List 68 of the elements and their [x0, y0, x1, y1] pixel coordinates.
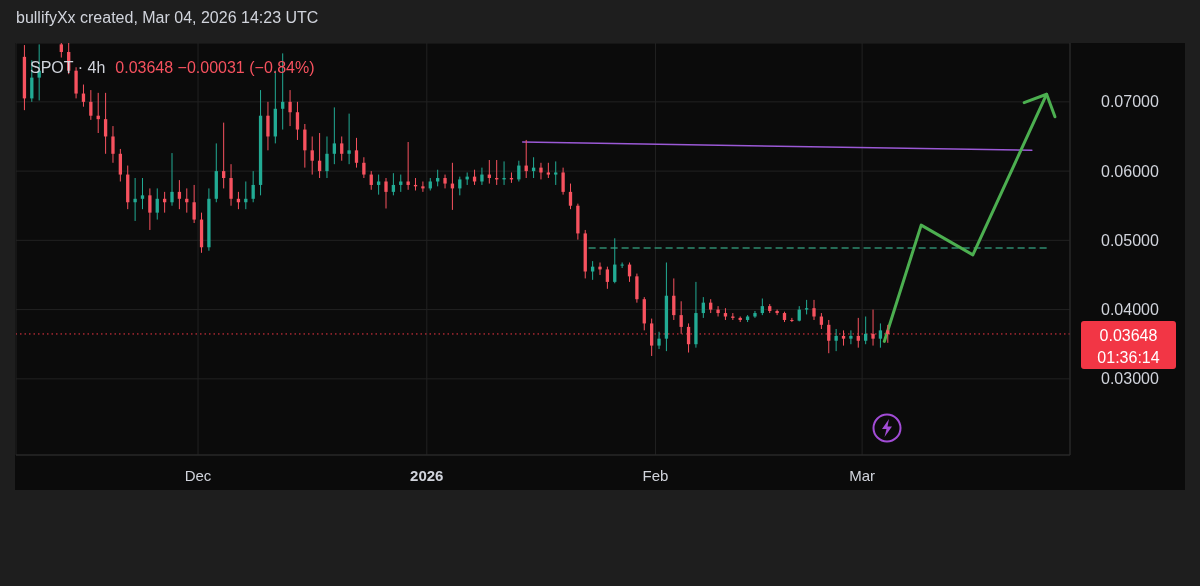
- candlestick: [391, 172, 396, 196]
- candlestick: [229, 163, 233, 207]
- x-tick-label: Mar: [849, 467, 876, 484]
- candlestick: [354, 137, 359, 169]
- candlestick: [406, 141, 410, 191]
- x-tick-label: Feb: [642, 467, 669, 484]
- y-tick-label: 0.05000: [1101, 231, 1159, 249]
- candlestick: [155, 187, 159, 221]
- candlestick: [878, 322, 883, 349]
- ref-line-label: 0.03648: [1099, 326, 1158, 344]
- text: bullifyXx created, Mar 04, 2026 14:23 UTC: [16, 9, 319, 26]
- candlestick: [376, 174, 381, 196]
- candlestick: [568, 183, 573, 210]
- text: 01:36:14: [1097, 348, 1160, 366]
- candlestick: [140, 177, 145, 210]
- candlestick: [458, 176, 462, 196]
- candlestick: [620, 262, 624, 269]
- candlestick: [325, 135, 329, 179]
- candlestick: [362, 156, 366, 179]
- candlestick: [332, 106, 337, 165]
- candlestick: [133, 177, 137, 222]
- candlestick: [561, 167, 565, 196]
- text: 0.03648 −0.00031 (−0.84%): [115, 59, 315, 76]
- candlestick: [827, 319, 831, 354]
- candlestick: [871, 309, 875, 347]
- y-tick-label: 0.07000: [1101, 93, 1159, 111]
- y-tick-label: 0.03000: [1101, 370, 1159, 388]
- candlestick: [605, 266, 610, 290]
- candlestick: [310, 135, 314, 176]
- candlestick: [192, 184, 196, 224]
- candlestick: [148, 187, 152, 231]
- candlestick: [886, 324, 890, 344]
- candlestick: [679, 300, 683, 335]
- candlestick: [480, 167, 484, 186]
- candlestick: [295, 101, 300, 141]
- candlestick: [443, 174, 447, 189]
- candlestick: [74, 66, 78, 99]
- candlestick: [590, 260, 595, 281]
- candlestick: [170, 152, 174, 207]
- candlestick: [111, 125, 115, 164]
- candlestick: [347, 113, 351, 165]
- candlestick: [340, 135, 344, 162]
- candlestick: [856, 317, 860, 349]
- candlestick: [384, 177, 388, 209]
- candlestick: [539, 162, 543, 180]
- candlestick: [812, 299, 816, 321]
- candlestick: [775, 309, 779, 316]
- x-tick-label: Dec: [184, 467, 212, 484]
- candlestick: [716, 305, 720, 318]
- candlestick: [834, 328, 838, 352]
- y-tick-label: 0.06000: [1101, 162, 1159, 180]
- candlestick: [849, 329, 853, 345]
- candlestick: [635, 273, 639, 304]
- candlestick: [89, 89, 93, 121]
- candlestick: [222, 122, 226, 189]
- candlestick: [421, 180, 425, 193]
- candlestick: [790, 317, 794, 323]
- candlestick: [118, 148, 123, 182]
- candlestick: [288, 89, 292, 127]
- candlestick: [650, 318, 654, 357]
- candlestick: [864, 316, 868, 345]
- candlestick: [554, 160, 558, 186]
- candlestick: [266, 101, 270, 151]
- y-tick-label: 0.04000: [1101, 301, 1159, 319]
- x-tick-label: 2026: [410, 467, 444, 484]
- candlestick: [251, 170, 255, 203]
- candlestick: [177, 179, 182, 210]
- candlestick: [657, 331, 661, 350]
